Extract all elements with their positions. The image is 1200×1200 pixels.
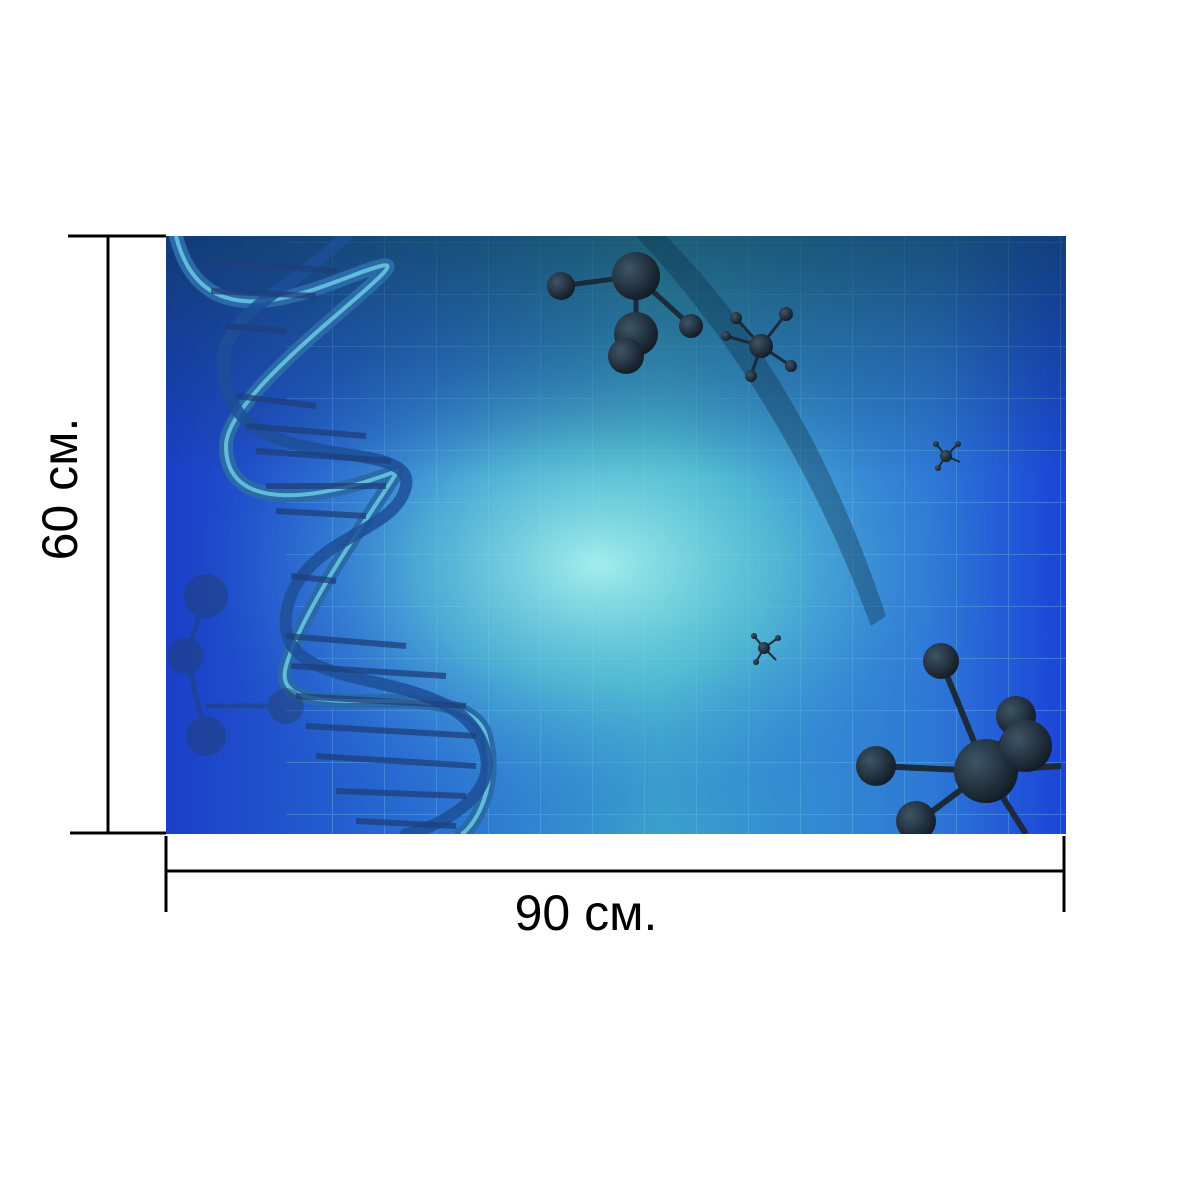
molecule-top <box>547 252 703 374</box>
print-artwork <box>166 236 1066 834</box>
shadow-streak <box>636 236 886 626</box>
width-label: 90 см. <box>514 885 658 941</box>
molecule-tiny-center <box>751 633 781 665</box>
molecule-bottom-right <box>856 643 1062 834</box>
molecule-left <box>168 574 304 756</box>
height-label: 60 см. <box>32 417 88 561</box>
molecule-small-top-right <box>721 307 797 382</box>
molecule-tiny-right <box>933 441 961 471</box>
dna-helix <box>169 236 497 834</box>
